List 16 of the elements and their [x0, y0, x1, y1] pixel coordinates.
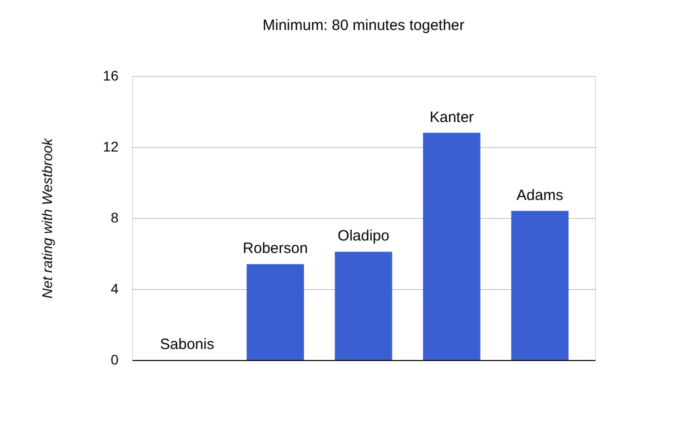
y-axis-title: Net rating with Westbrook	[38, 137, 55, 299]
bar	[246, 264, 304, 360]
y-tick-label: 8	[110, 210, 119, 226]
x-tick-label: Sabonis	[160, 336, 214, 353]
y-tick-label: 16	[102, 68, 119, 84]
bar	[423, 132, 480, 360]
y-tick-label: 0	[110, 352, 119, 368]
x-tick-label: Oladipo	[338, 228, 390, 245]
chart-title: Minimum: 80 minutes together	[262, 17, 464, 34]
y-tick-label: 4	[110, 280, 119, 296]
x-tick-label: Adams	[516, 186, 564, 204]
bar	[334, 252, 392, 360]
bar	[511, 210, 569, 360]
y-tick-label: 12	[102, 138, 119, 154]
x-tick-label: Roberson	[242, 240, 308, 258]
x-tick-label: Kanter	[430, 108, 474, 126]
